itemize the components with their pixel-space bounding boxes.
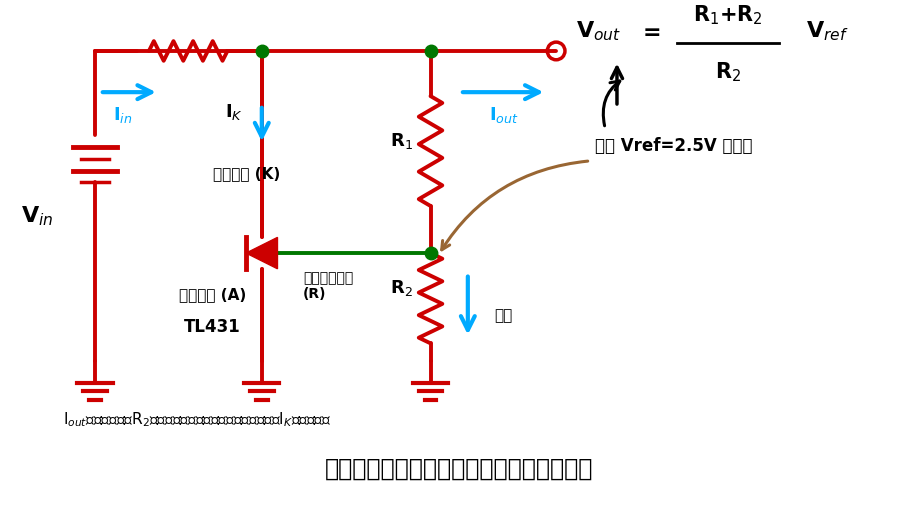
Text: V$_{out}$: V$_{out}$ bbox=[576, 20, 621, 43]
Text: カソード (K): カソード (K) bbox=[214, 166, 281, 181]
Text: R$_1$+R$_2$: R$_1$+R$_2$ bbox=[693, 4, 763, 27]
Text: I$_K$: I$_K$ bbox=[225, 102, 243, 122]
Text: R$_2$: R$_2$ bbox=[390, 278, 412, 298]
Text: I$_{out}$: I$_{out}$ bbox=[489, 105, 519, 125]
Text: =: = bbox=[643, 23, 661, 43]
Polygon shape bbox=[246, 237, 277, 269]
Text: V$_{in}$: V$_{in}$ bbox=[21, 204, 54, 227]
Text: 一定: 一定 bbox=[494, 308, 512, 323]
Text: V$_{ref}$: V$_{ref}$ bbox=[806, 20, 849, 43]
Text: R$_2$: R$_2$ bbox=[715, 61, 741, 84]
Text: TL431: TL431 bbox=[185, 318, 241, 336]
Text: アノード (A): アノード (A) bbox=[179, 287, 246, 302]
Text: I$_{in}$: I$_{in}$ bbox=[113, 105, 132, 125]
Text: リファレンス
(R): リファレンス (R) bbox=[303, 271, 353, 301]
Text: 常に Vref=2.5V になる: 常に Vref=2.5V になる bbox=[596, 137, 753, 155]
Text: I$_{out}$が変化してもR$_2$に流れる電流が常に一定になるようにI$_K$を調整する: I$_{out}$が変化してもR$_2$に流れる電流が常に一定になるようにI$_… bbox=[62, 411, 331, 429]
Text: シャントレギュレータを用いた定電圧回路: シャントレギュレータを用いた定電圧回路 bbox=[325, 457, 593, 481]
Text: R$_1$: R$_1$ bbox=[389, 131, 412, 151]
